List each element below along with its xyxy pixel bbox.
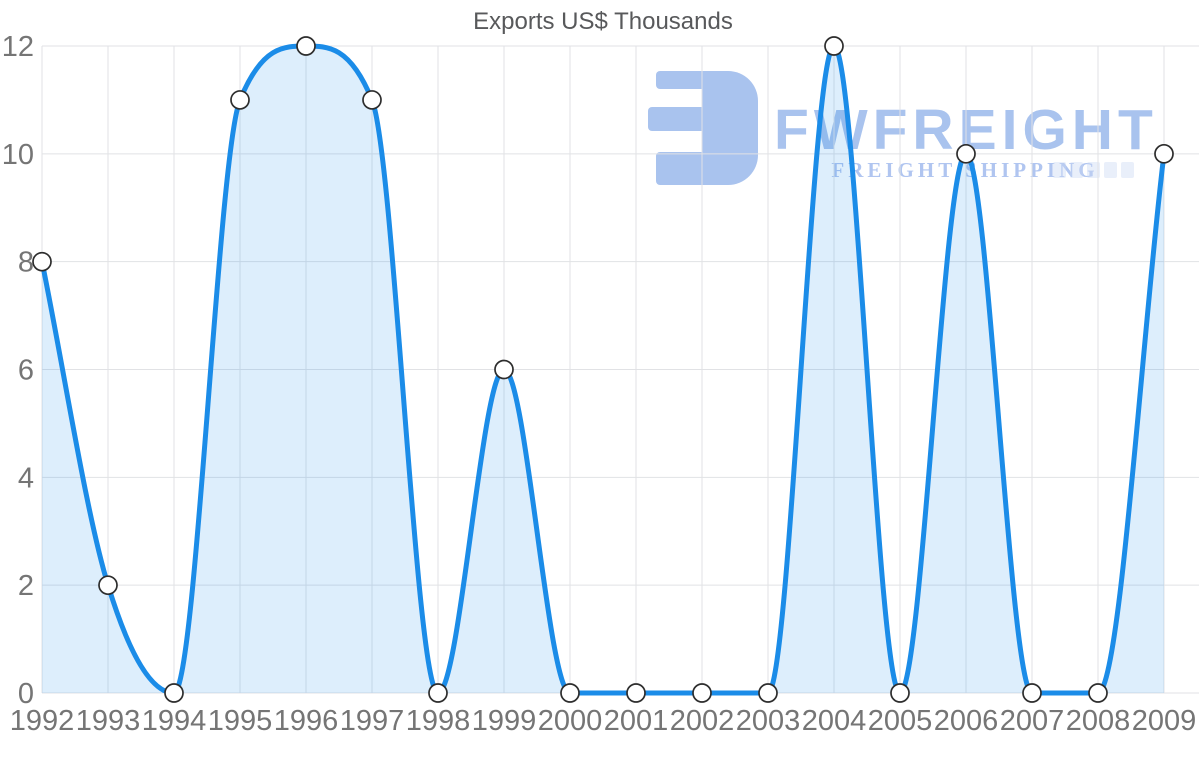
- x-tick-1993: 1993: [76, 705, 141, 737]
- x-tick-2001: 2001: [604, 705, 669, 737]
- data-point-1997[interactable]: [362, 90, 382, 110]
- data-point-1999[interactable]: [494, 359, 514, 380]
- y-tick-6: 6: [18, 355, 34, 387]
- x-tick-2007: 2007: [1000, 705, 1065, 737]
- x-tick-1996: 1996: [274, 705, 339, 737]
- x-tick-2009: 2009: [1132, 705, 1197, 737]
- y-tick-8: 8: [18, 247, 34, 279]
- data-point-2001[interactable]: [626, 683, 646, 703]
- x-tick-1992: 1992: [10, 705, 75, 737]
- data-point-2002[interactable]: [692, 683, 712, 703]
- data-point-1996[interactable]: [296, 36, 316, 56]
- data-point-1995[interactable]: [230, 90, 250, 110]
- data-point-2008[interactable]: [1088, 683, 1108, 703]
- data-point-2000[interactable]: [560, 683, 580, 703]
- x-tick-2003: 2003: [736, 705, 801, 737]
- y-tick-2: 2: [18, 570, 34, 602]
- data-point-1998[interactable]: [428, 683, 448, 703]
- data-point-2004[interactable]: [824, 36, 844, 56]
- x-tick-1995: 1995: [208, 705, 273, 737]
- area-fill: [42, 46, 1164, 693]
- data-point-2009[interactable]: [1154, 143, 1174, 164]
- y-tick-10: 10: [2, 139, 34, 171]
- data-point-2003[interactable]: [758, 683, 778, 703]
- x-tick-1998: 1998: [406, 705, 471, 737]
- y-tick-0: 0: [18, 678, 34, 710]
- x-tick-2000: 2000: [538, 705, 603, 737]
- y-tick-4: 4: [18, 462, 34, 494]
- data-point-2007[interactable]: [1022, 683, 1042, 703]
- x-tick-2006: 2006: [934, 705, 999, 737]
- x-tick-1994: 1994: [142, 705, 207, 737]
- chart-title: Exports US$ Thousands: [473, 8, 733, 35]
- data-point-1992[interactable]: [32, 251, 52, 272]
- data-point-2006[interactable]: [956, 143, 976, 164]
- fwfreight-logo-icon: [648, 71, 758, 185]
- logo-tagline-text: FREIGHT SHIPPING: [774, 160, 1156, 181]
- x-tick-1999: 1999: [472, 705, 537, 737]
- faint-cjk-watermark-marks: [1053, 162, 1134, 178]
- x-tick-2002: 2002: [670, 705, 735, 737]
- x-tick-1997: 1997: [340, 705, 405, 737]
- data-point-1994[interactable]: [164, 683, 184, 703]
- x-tick-2005: 2005: [868, 705, 933, 737]
- x-tick-2004: 2004: [802, 705, 867, 737]
- y-tick-12: 12: [2, 31, 34, 63]
- data-point-2005[interactable]: [890, 683, 910, 703]
- x-tick-2008: 2008: [1066, 705, 1131, 737]
- data-point-1993[interactable]: [98, 575, 118, 596]
